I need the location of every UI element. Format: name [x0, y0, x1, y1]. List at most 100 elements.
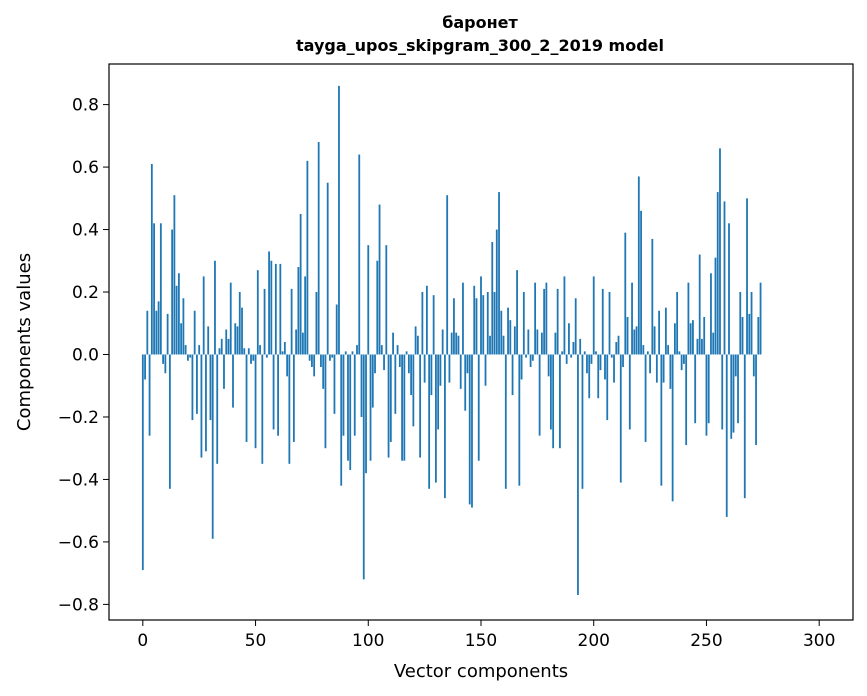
bar-199	[590, 354, 593, 364]
bar-200	[592, 276, 595, 355]
bar-41	[234, 323, 237, 355]
x-tick-label: 150	[465, 631, 497, 651]
bar-55	[265, 354, 268, 358]
bar-43	[238, 292, 241, 355]
bar-213	[622, 354, 624, 367]
bar-177	[540, 332, 543, 355]
bar-260	[728, 223, 730, 355]
bar-72	[304, 276, 307, 355]
bar-58	[272, 354, 275, 430]
bar-174	[534, 282, 537, 355]
bar-131	[437, 354, 440, 430]
bar-59	[274, 263, 277, 355]
bar-264	[737, 354, 739, 424]
bar-10	[164, 354, 167, 374]
bar-106	[380, 345, 383, 355]
bar-115	[401, 354, 403, 461]
bar-185	[559, 354, 561, 449]
bar-123	[419, 354, 422, 458]
bar-34	[218, 348, 221, 355]
bar-30	[209, 354, 212, 421]
bar-24	[196, 354, 198, 414]
y-tick-label: 0.8	[72, 96, 99, 116]
bar-81	[324, 354, 327, 449]
bar-54	[263, 288, 266, 355]
bar-214	[624, 232, 627, 355]
bar-167	[518, 354, 521, 486]
y-tick-label: −0.4	[58, 470, 99, 490]
bar-136	[448, 354, 451, 383]
x-tick-label: 0	[137, 631, 148, 651]
bar-125	[423, 354, 426, 383]
bar-183	[554, 332, 557, 355]
bar-92	[349, 354, 352, 471]
bar-197	[586, 354, 588, 374]
bar-118	[407, 354, 410, 374]
bar-257	[721, 354, 724, 430]
bar-18	[182, 298, 185, 355]
bar-7	[157, 301, 160, 355]
bar-45	[243, 348, 246, 355]
bar-252	[710, 273, 712, 355]
bar-147	[473, 285, 476, 355]
bar-253	[712, 332, 715, 355]
bar-149	[477, 354, 480, 461]
chart-title: баронет	[442, 13, 518, 32]
bar-202	[597, 354, 600, 399]
bar-14	[173, 195, 176, 355]
bar-127	[428, 354, 431, 489]
bar-274	[759, 282, 762, 355]
bar-237	[676, 292, 679, 355]
bar-56	[268, 251, 270, 355]
y-tick-label: −0.8	[58, 595, 99, 615]
bar-60	[277, 354, 279, 436]
bar-33	[216, 354, 219, 464]
bar-267	[743, 354, 746, 499]
bar-103	[374, 354, 376, 374]
bar-171	[527, 329, 530, 355]
bar-169	[522, 292, 525, 355]
y-tick-label: 0.6	[72, 158, 99, 178]
bar-259	[725, 354, 728, 517]
bar-128	[430, 354, 433, 396]
bar-238	[678, 351, 681, 355]
bar-157	[495, 229, 498, 355]
bar-89	[342, 354, 345, 436]
bar-100	[367, 245, 370, 355]
bar-249	[703, 317, 706, 355]
bar-102	[371, 354, 374, 408]
y-tick-label: −0.2	[58, 408, 99, 428]
bar-66	[290, 288, 293, 355]
bar-101	[369, 354, 372, 461]
bar-0	[141, 354, 144, 571]
x-axis: 0 50 100 150 200 250 300	[137, 620, 835, 651]
bar-12	[168, 354, 171, 489]
bar-248	[701, 338, 703, 355]
bar-132	[439, 354, 442, 386]
bar-75	[311, 354, 313, 367]
y-axis-label: Components values	[14, 253, 35, 431]
bar-204	[601, 288, 604, 355]
bar-209	[613, 354, 615, 383]
bar-208	[610, 354, 613, 358]
bar-76	[313, 354, 316, 377]
bar-28	[205, 354, 207, 452]
bar-99	[365, 354, 367, 474]
bar-68	[295, 329, 298, 355]
bar-148	[475, 298, 478, 355]
bar-13	[171, 229, 174, 355]
bar-270	[750, 292, 753, 355]
bar-152	[484, 354, 487, 386]
bar-2	[146, 310, 149, 355]
bar-179	[545, 282, 548, 355]
bar-273	[757, 317, 760, 355]
bar-38	[227, 338, 230, 355]
bar-247	[698, 254, 701, 355]
bar-223	[644, 354, 647, 442]
bar-113	[396, 345, 399, 355]
bar-50	[254, 354, 257, 449]
bar-111	[392, 332, 394, 355]
bar-156	[493, 292, 496, 355]
bar-232	[664, 307, 667, 355]
